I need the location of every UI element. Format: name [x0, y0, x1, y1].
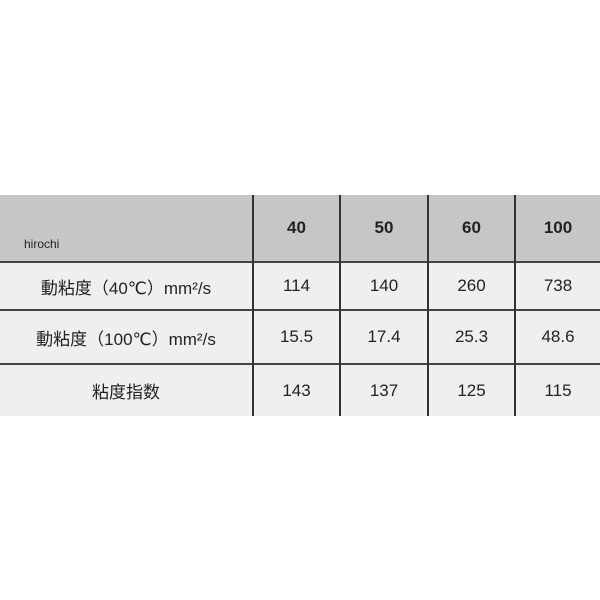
table-cell: 137: [339, 363, 428, 416]
table-cell: 260: [427, 261, 515, 310]
row-label: 動粘度（100℃）mm²/s: [0, 309, 253, 364]
viscosity-table: hirochi 40 50 60 100 動粘度（40℃）mm²/s 114 1…: [0, 195, 600, 416]
column-header: 40: [252, 195, 340, 262]
table-cell: 48.6: [514, 309, 600, 364]
table-cell: 140: [339, 261, 428, 310]
header-row: hirochi 40 50 60 100: [0, 195, 600, 262]
corner-label: hirochi: [0, 195, 253, 262]
column-header: 50: [339, 195, 428, 262]
table-row: 動粘度（100℃）mm²/s 15.5 17.4 25.3 48.6: [0, 309, 600, 364]
table-cell: 15.5: [252, 309, 340, 364]
table-cell: 143: [252, 363, 340, 416]
table-cell: 115: [514, 363, 600, 416]
row-label: 粘度指数: [0, 363, 253, 416]
table-cell: 738: [514, 261, 600, 310]
table-cell: 114: [252, 261, 340, 310]
table-row: 粘度指数 143 137 125 115: [0, 363, 600, 416]
column-header: 100: [514, 195, 600, 262]
table-cell: 25.3: [427, 309, 515, 364]
column-header: 60: [427, 195, 515, 262]
table-row: 動粘度（40℃）mm²/s 114 140 260 738: [0, 261, 600, 310]
table-cell: 17.4: [339, 309, 428, 364]
table-cell: 125: [427, 363, 515, 416]
row-label: 動粘度（40℃）mm²/s: [0, 261, 253, 310]
